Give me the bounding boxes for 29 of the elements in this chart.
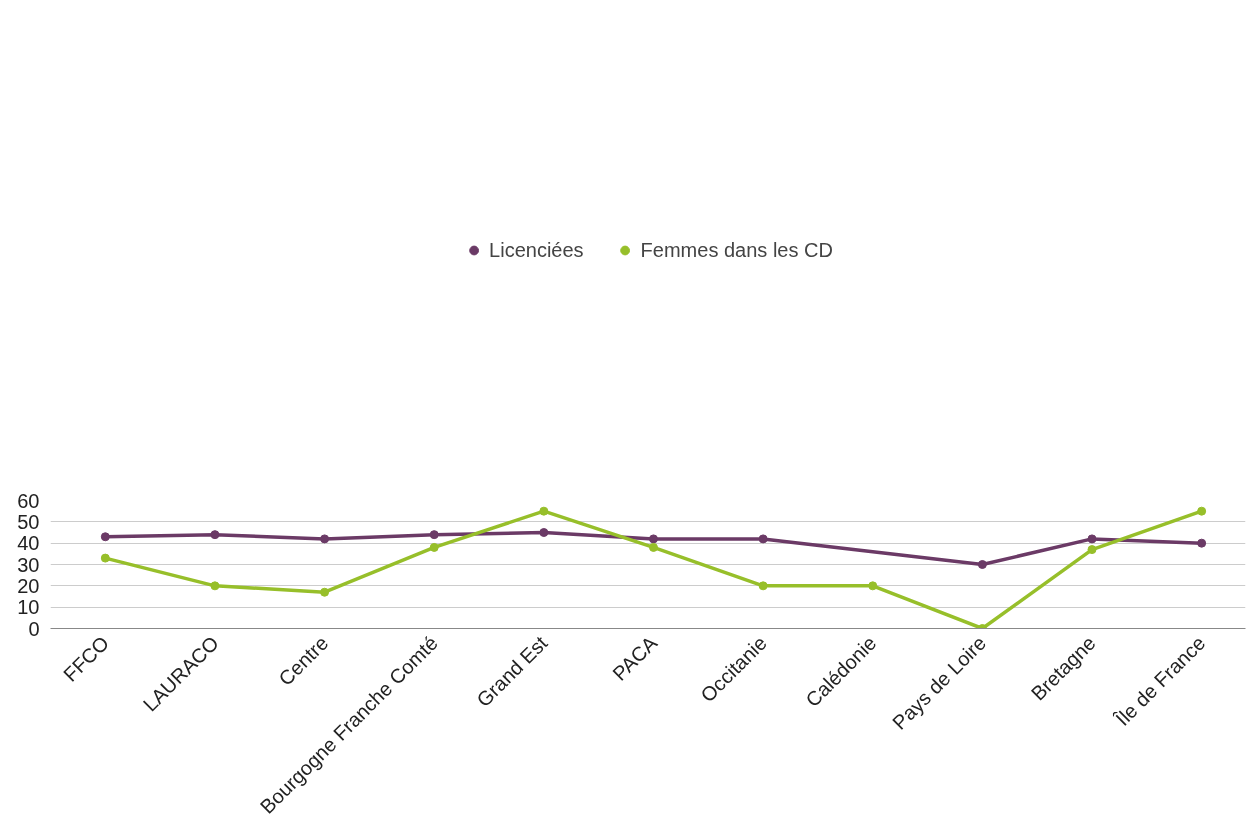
point [648, 534, 658, 544]
point [1087, 534, 1097, 544]
y-tick-label: 60 [17, 489, 40, 512]
point [210, 530, 220, 540]
y-tick-label: 20 [17, 574, 40, 597]
point [977, 560, 987, 569]
point [758, 581, 768, 591]
point [539, 528, 549, 537]
y-tick-label: 10 [17, 596, 40, 619]
point [868, 581, 878, 591]
y-tick-label: 40 [17, 532, 40, 555]
point [320, 534, 330, 544]
point [758, 534, 768, 544]
y-tick-label: 0 [28, 617, 40, 640]
point [1197, 538, 1207, 548]
y-tick-label: 30 [17, 553, 40, 576]
point [1087, 545, 1097, 555]
point [100, 553, 110, 563]
point [429, 530, 439, 540]
point [320, 587, 330, 597]
point [648, 542, 658, 552]
point [539, 506, 549, 516]
y-tick-label: 50 [17, 510, 40, 533]
point [100, 532, 110, 542]
legend-label: Femmes dans les CD [640, 238, 833, 262]
legend-label: Licenciées [489, 238, 584, 262]
point [1197, 506, 1207, 516]
point [210, 581, 220, 591]
point [429, 542, 439, 552]
